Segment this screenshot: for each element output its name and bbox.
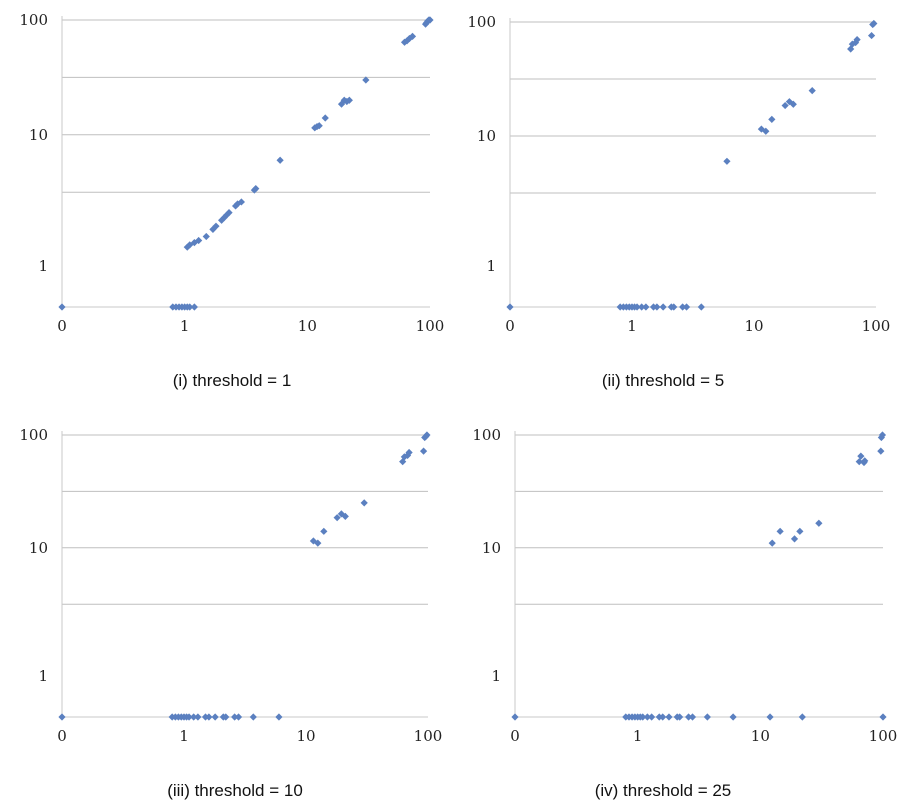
data-point — [203, 233, 210, 240]
x-tick-label: 1 — [179, 727, 189, 745]
y-tick-label: 10 — [482, 539, 501, 557]
y-tick-label: 1 — [38, 257, 48, 275]
data-point — [320, 528, 327, 535]
y-tick-label: 1 — [38, 667, 48, 685]
x-tick-label: 0 — [57, 727, 67, 745]
x-tick-label: 0 — [505, 317, 515, 335]
data-point — [361, 499, 368, 506]
x-tick-label: 100 — [414, 727, 443, 745]
data-point — [420, 447, 427, 454]
x-tick-label: 0 — [510, 727, 520, 745]
chart-caption: (ii) threshold = 5 — [602, 371, 724, 390]
data-point — [506, 303, 513, 310]
y-tick-label: 100 — [19, 11, 48, 29]
x-tick-label: 10 — [751, 727, 770, 745]
y-tick-label: 10 — [29, 126, 48, 144]
data-point — [511, 713, 518, 720]
data-point — [796, 528, 803, 535]
data-point — [277, 157, 284, 164]
y-tick-label: 1 — [486, 257, 496, 275]
x-tick-label: 1 — [633, 727, 643, 745]
data-point — [212, 713, 219, 720]
data-point — [704, 713, 711, 720]
chart-caption: (i) threshold = 1 — [173, 371, 292, 390]
x-tick-label: 100 — [416, 317, 445, 335]
data-point — [698, 303, 705, 310]
data-point — [665, 713, 672, 720]
data-point — [730, 713, 737, 720]
data-point — [683, 303, 690, 310]
data-point — [648, 713, 655, 720]
x-tick-label: 10 — [296, 727, 315, 745]
y-tick-label: 100 — [19, 426, 48, 444]
chart-caption: (iv) threshold = 25 — [595, 781, 732, 800]
x-tick-label: 1 — [180, 317, 190, 335]
data-point — [235, 713, 242, 720]
data-point — [799, 713, 806, 720]
data-point — [58, 303, 65, 310]
data-point — [791, 535, 798, 542]
data-point — [815, 520, 822, 527]
y-tick-label: 10 — [477, 127, 496, 145]
x-tick-label: 10 — [744, 317, 763, 335]
y-tick-label: 1 — [491, 667, 501, 685]
data-point — [868, 32, 875, 39]
data-point — [58, 713, 65, 720]
x-tick-label: 100 — [862, 317, 891, 335]
y-tick-label: 100 — [472, 426, 501, 444]
data-point — [768, 116, 775, 123]
x-tick-label: 1 — [627, 317, 637, 335]
data-point — [322, 114, 329, 121]
x-tick-label: 100 — [869, 727, 898, 745]
x-tick-label: 10 — [298, 317, 317, 335]
y-tick-label: 100 — [467, 13, 496, 31]
data-point — [275, 713, 282, 720]
chart-caption: (iii) threshold = 10 — [167, 781, 303, 800]
data-point — [879, 713, 886, 720]
x-tick-label: 0 — [57, 317, 67, 335]
data-point — [766, 713, 773, 720]
data-point — [723, 158, 730, 165]
data-point — [660, 303, 667, 310]
data-point — [250, 713, 257, 720]
data-point — [689, 713, 696, 720]
data-point — [642, 303, 649, 310]
data-point — [777, 528, 784, 535]
data-point — [191, 303, 198, 310]
data-point — [194, 713, 201, 720]
y-tick-label: 10 — [29, 539, 48, 557]
data-point — [769, 540, 776, 547]
data-point — [877, 447, 884, 454]
data-point — [809, 87, 816, 94]
